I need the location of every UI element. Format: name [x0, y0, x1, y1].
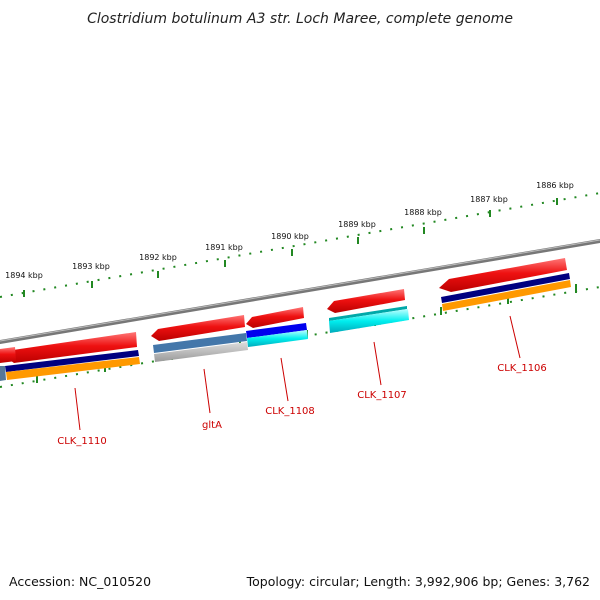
gene-clk-1108[interactable]	[246, 307, 308, 347]
feature-band-teal	[329, 306, 407, 321]
gene-glta[interactable]	[151, 315, 248, 362]
ruler-label: 1889 kbp	[338, 220, 376, 229]
ruler-labels: 1886 kbp 1887 kbp 1888 kbp 1889 kbp 1890…	[5, 181, 574, 280]
ruler-label: 1886 kbp	[536, 181, 574, 190]
accession-text: Accession: NC_010520	[9, 574, 152, 589]
gene-clk-1110[interactable]	[0, 332, 140, 381]
gene-label-clk-1107[interactable]: CLK_1107	[357, 390, 407, 401]
ruler-lower-dots	[0, 286, 600, 388]
gene-arrow	[151, 315, 245, 341]
genome-backbone-highlight	[0, 239, 600, 342]
gene-label-clk-1110[interactable]: CLK_1110	[57, 436, 107, 447]
map-title: Clostridium botulinum A3 str. Loch Maree…	[87, 11, 513, 27]
feature-band-cyan	[247, 330, 308, 347]
gene-arrow	[4, 332, 137, 363]
gene-arrow	[327, 289, 405, 313]
ruler-label: 1890 kbp	[271, 232, 309, 241]
feature-band-navy	[441, 273, 570, 303]
ruler-label: 1893 kbp	[72, 262, 110, 271]
leader-clk-1107	[373, 341, 382, 386]
gene-arrow	[246, 307, 304, 328]
gene-clk-1106[interactable]	[439, 258, 571, 311]
genome-summary-text: Topology: circular; Length: 3,992,906 bp…	[246, 574, 590, 589]
gene-labels: CLK_1106 CLK_1107 CLK_1108 gltA CLK_1110	[57, 363, 547, 447]
gene-label-clk-1106[interactable]: CLK_1106	[497, 363, 547, 374]
leader-clk-1110	[74, 387, 81, 431]
ruler-label: 1894 kbp	[5, 271, 43, 280]
leader-glta	[203, 368, 211, 414]
feature-band-cyan	[329, 309, 409, 333]
feature-band-steel-edge	[0, 366, 6, 381]
ruler-label: 1891 kbp	[205, 243, 243, 252]
ruler-label: 1892 kbp	[139, 253, 177, 262]
genome-backbone	[0, 239, 600, 344]
gene-clk-1107[interactable]	[327, 289, 409, 333]
feature-band-orange	[442, 280, 571, 311]
feature-band-blue	[246, 323, 307, 338]
leader-clk-1106	[509, 315, 521, 359]
ruler-upper-dots	[0, 192, 600, 298]
feature-band-navy	[5, 350, 139, 372]
ruler-label: 1888 kbp	[404, 208, 442, 217]
feature-band-orange	[6, 357, 140, 380]
gene-label-glta[interactable]: gltA	[202, 420, 222, 431]
leader-clk-1108	[280, 357, 289, 402]
gene-partial-left	[0, 347, 16, 363]
ruler-label: 1887 kbp	[470, 195, 508, 204]
gene-arrow	[439, 258, 567, 292]
feature-band-steel	[153, 333, 247, 353]
gene-label-clk-1108[interactable]: CLK_1108	[265, 406, 315, 417]
ruler-upper-major-ticks	[23, 198, 558, 297]
feature-band-grey	[154, 342, 248, 362]
label-leaders	[74, 315, 521, 431]
